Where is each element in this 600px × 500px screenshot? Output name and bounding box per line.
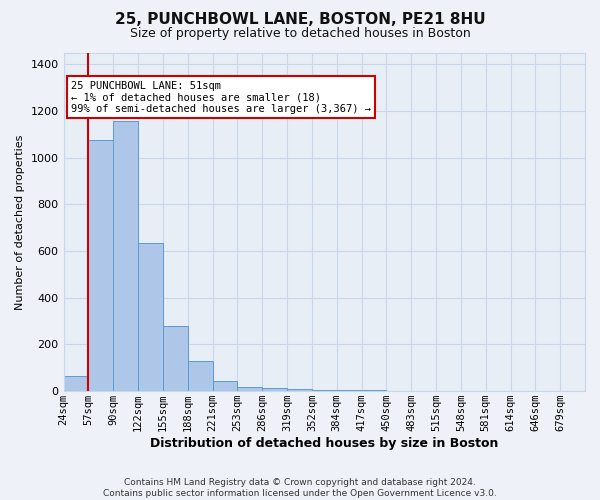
Text: 25, PUNCHBOWL LANE, BOSTON, PE21 8HU: 25, PUNCHBOWL LANE, BOSTON, PE21 8HU (115, 12, 485, 28)
Text: Size of property relative to detached houses in Boston: Size of property relative to detached ho… (130, 28, 470, 40)
Y-axis label: Number of detached properties: Number of detached properties (15, 134, 25, 310)
Bar (113, 122, 138, 391)
Bar (163, 326, 188, 391)
Bar (312, 390, 337, 391)
Bar (238, 387, 262, 391)
Text: 25 PUNCHBOWL LANE: 51sqm
← 1% of detached houses are smaller (18)
99% of semi-de: 25 PUNCHBOWL LANE: 51sqm ← 1% of detache… (71, 80, 371, 114)
Bar (212, 380, 238, 391)
Bar (138, 243, 163, 391)
Bar (188, 361, 212, 391)
X-axis label: Distribution of detached houses by size in Boston: Distribution of detached houses by size … (150, 437, 499, 450)
Bar (287, 390, 312, 391)
Bar (88, 140, 113, 391)
Bar (337, 390, 362, 391)
Bar (362, 390, 386, 391)
Bar (262, 388, 287, 391)
Bar (64, 376, 88, 391)
Text: Contains HM Land Registry data © Crown copyright and database right 2024.
Contai: Contains HM Land Registry data © Crown c… (103, 478, 497, 498)
